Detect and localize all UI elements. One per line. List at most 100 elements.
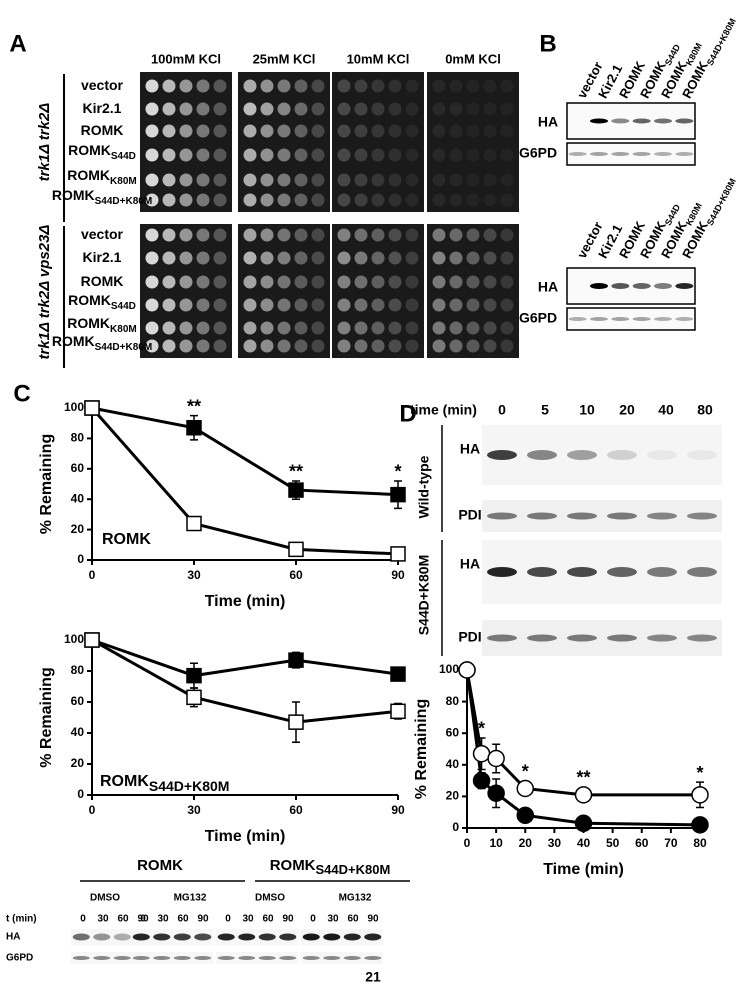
blot-row-label: HA (460, 441, 480, 457)
yeast-spot (179, 298, 193, 312)
yeast-spot (449, 124, 463, 138)
yeast-spot (213, 102, 227, 116)
blot-image (566, 267, 696, 305)
blot-image (482, 540, 722, 604)
label-main: ROMK (68, 292, 111, 308)
yeast-spot (311, 124, 325, 138)
label-main: ROMK (137, 857, 183, 874)
yeast-spot (277, 251, 291, 265)
yeast-spot (311, 193, 325, 207)
data-point (390, 666, 406, 682)
treatment-label: DMSO (255, 893, 285, 904)
yeast-spot (371, 298, 385, 312)
yeast-spot (294, 251, 308, 265)
label-subscript: S44D (111, 151, 136, 162)
yeast-spot (294, 321, 308, 335)
significance-mark: * (522, 761, 529, 781)
x-tick-label: 10 (489, 836, 503, 850)
yeast-spot (337, 228, 351, 242)
yeast-spot (388, 193, 402, 207)
blot-image (131, 952, 213, 964)
blot-band (487, 512, 517, 520)
yeast-spot (432, 298, 446, 312)
blot-band (687, 512, 717, 520)
series-line (91, 638, 399, 724)
blot-band (569, 119, 587, 124)
yeast-spot (388, 321, 402, 335)
blot-band (173, 956, 191, 960)
y-axis-label: % Remaining (38, 434, 55, 534)
panel-letter: A (9, 30, 26, 57)
yeast-spot (354, 148, 368, 162)
strain-row-label: ROMK (81, 273, 124, 289)
strain-row-label: ROMKS44D (68, 292, 136, 312)
yeast-spot (354, 275, 368, 289)
blot-band (687, 567, 717, 577)
yeast-spot (466, 251, 480, 265)
blot-image (482, 500, 722, 532)
yeast-spot (277, 193, 291, 207)
time-value: 0 (498, 402, 506, 418)
blot-band (279, 956, 297, 960)
blot-band (302, 933, 320, 941)
yeast-spot (432, 124, 446, 138)
data-point (487, 784, 505, 802)
yeast-spot (145, 79, 159, 93)
treatment-label: MG132 (174, 893, 207, 904)
yeast-spot (260, 228, 274, 242)
blot-row-label: G6PD (519, 310, 557, 326)
yeast-spot (145, 275, 159, 289)
yeast-spot (405, 339, 419, 353)
yeast-spot (466, 275, 480, 289)
plate-image (332, 224, 424, 358)
data-point (84, 632, 100, 648)
yeast-spot (500, 321, 514, 335)
blot-band (132, 956, 150, 960)
blot-row-label: HA (538, 114, 558, 130)
time-value: 90 (367, 914, 379, 925)
sample-label: S44D+K80M (416, 555, 432, 636)
series-line (90, 407, 399, 556)
y-tick-label: 40 (71, 491, 85, 505)
yeast-spot (500, 251, 514, 265)
plate-image (140, 224, 232, 358)
x-tick-label: 60 (289, 568, 303, 582)
yeast-spot (432, 148, 446, 162)
yeast-spot (432, 339, 446, 353)
yeast-spot (145, 173, 159, 187)
blot-image (216, 929, 298, 945)
yeast-spot (213, 339, 227, 353)
series-line (91, 638, 399, 678)
yeast-spot (179, 79, 193, 93)
yeast-spot (260, 275, 274, 289)
blot-band (611, 118, 630, 124)
yeast-spot (196, 193, 210, 207)
label-main: ROMK (81, 122, 124, 138)
blot-band (647, 450, 677, 460)
blot-band (647, 512, 677, 520)
panel-letter: B (539, 30, 556, 57)
yeast-spot (500, 228, 514, 242)
x-tick-label: 30 (548, 836, 562, 850)
y-tick-label: 80 (446, 694, 460, 708)
yeast-spot (388, 298, 402, 312)
yeast-spot (337, 148, 351, 162)
yeast-spot (243, 251, 257, 265)
blot-band (567, 567, 597, 577)
x-axis-label: Time (min) (205, 593, 286, 610)
yeast-spot (196, 102, 210, 116)
yeast-spot (243, 275, 257, 289)
blot-band (568, 152, 587, 156)
yeast-spot (294, 102, 308, 116)
time-value: 90 (137, 914, 149, 925)
panel-letter: C (13, 380, 30, 407)
yeast-spot (432, 321, 446, 335)
x-tick-label: 0 (89, 803, 96, 817)
yeast-spot (145, 339, 159, 353)
yeast-spot (337, 251, 351, 265)
x-tick-label: 30 (187, 568, 201, 582)
time-value: 30 (157, 914, 169, 925)
yeast-spot (388, 228, 402, 242)
data-point (288, 541, 304, 558)
